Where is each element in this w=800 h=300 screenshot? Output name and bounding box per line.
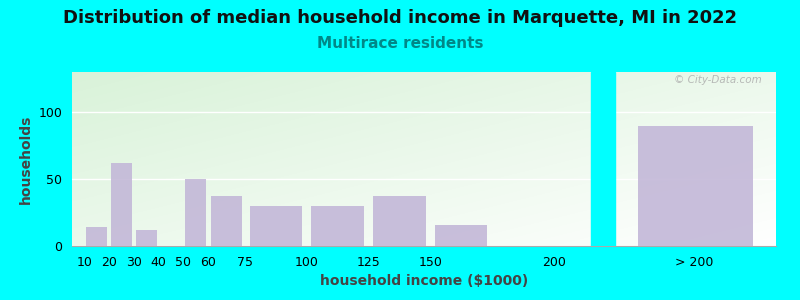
Bar <box>250 206 302 246</box>
Bar <box>111 163 132 246</box>
Bar <box>638 125 754 246</box>
Bar <box>210 196 242 246</box>
Bar <box>185 179 206 246</box>
Text: © City-Data.com: © City-Data.com <box>674 76 762 85</box>
Bar <box>311 206 364 246</box>
Bar <box>373 196 426 246</box>
Y-axis label: households: households <box>19 114 33 204</box>
Text: Multirace residents: Multirace residents <box>317 36 483 51</box>
Bar <box>590 72 615 246</box>
Bar <box>136 230 157 246</box>
Bar <box>86 227 107 246</box>
Text: Distribution of median household income in Marquette, MI in 2022: Distribution of median household income … <box>63 9 737 27</box>
X-axis label: household income ($1000): household income ($1000) <box>320 274 528 288</box>
Bar <box>435 225 487 246</box>
